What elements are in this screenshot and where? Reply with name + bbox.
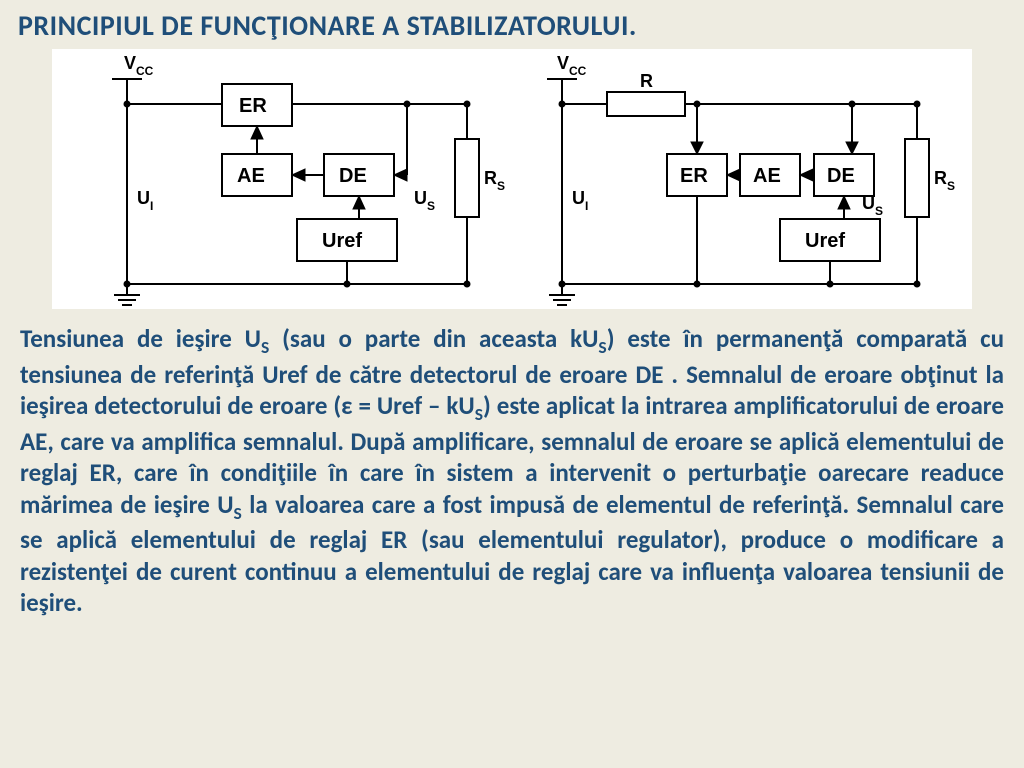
svg-text:R: R [640, 71, 653, 91]
svg-text:UI: UI [137, 188, 153, 213]
svg-text:VCC: VCC [124, 53, 154, 78]
diagram-series: VCC ER AE [72, 49, 512, 309]
svg-text:US: US [414, 188, 435, 213]
svg-text:Uref: Uref [322, 230, 362, 252]
svg-text:ER: ER [680, 165, 708, 187]
svg-text:US: US [862, 193, 883, 218]
svg-text:RS: RS [934, 168, 955, 193]
explanation-paragraph: Tensiunea de ieşire US (sau o parte din … [18, 323, 1006, 618]
svg-text:ER: ER [239, 95, 267, 117]
svg-text:UI: UI [572, 188, 588, 213]
svg-text:Uref: Uref [805, 230, 845, 252]
svg-text:AE: AE [753, 165, 781, 187]
svg-text:DE: DE [827, 165, 855, 187]
svg-text:VCC: VCC [557, 53, 587, 78]
svg-text:AE: AE [237, 165, 265, 187]
page-title: PRINCIPIUL DE FUNCŢIONARE A STABILIZATOR… [18, 8, 1006, 43]
diagram-panel: VCC ER AE [52, 49, 972, 309]
diagram-shunt: VCC R ER [522, 49, 962, 309]
svg-text:RS: RS [484, 168, 505, 193]
svg-text:DE: DE [339, 165, 367, 187]
